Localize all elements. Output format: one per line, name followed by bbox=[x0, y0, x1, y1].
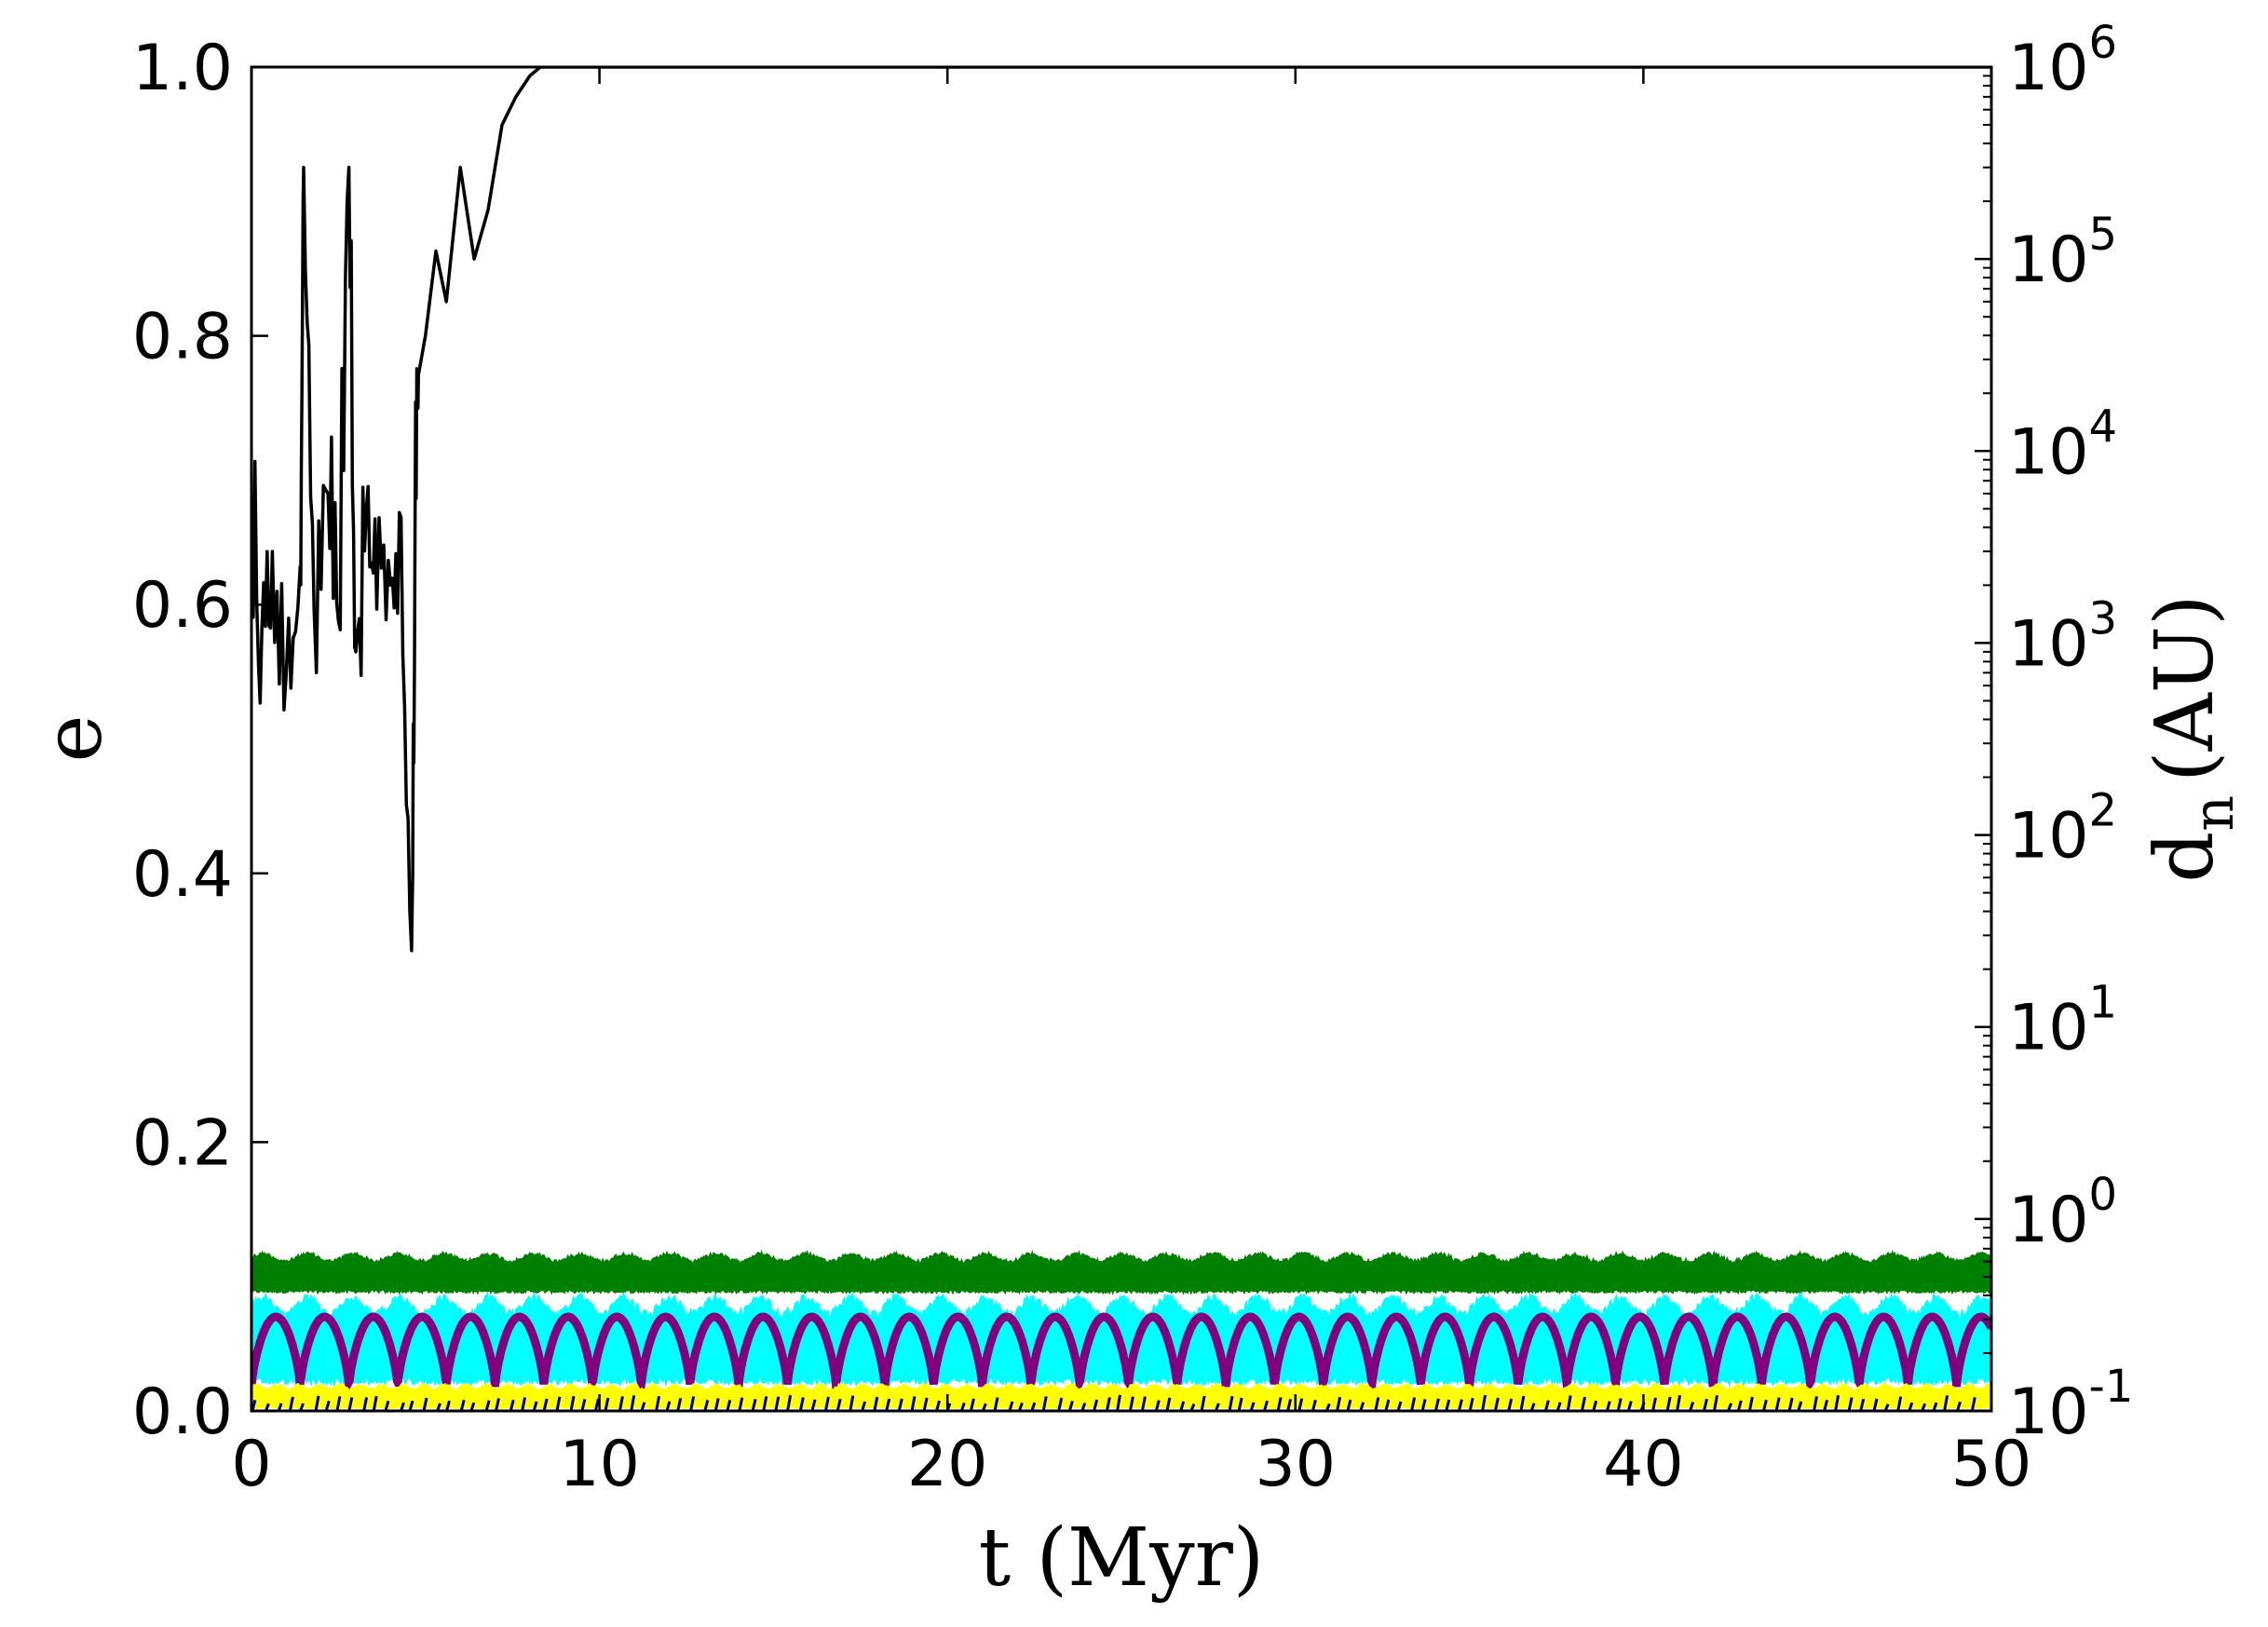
x-tick-label: 50 bbox=[1951, 1428, 2032, 1501]
x-tick-label: 10 bbox=[559, 1428, 640, 1501]
y-tick-label: 1.0 bbox=[132, 32, 233, 105]
x-tick-label: 20 bbox=[907, 1428, 988, 1501]
series-3-line bbox=[251, 1312, 1991, 1398]
y-tick-label: 0.4 bbox=[132, 838, 233, 912]
x-tick-label: 0 bbox=[231, 1428, 271, 1501]
ticks-layer bbox=[250, 65, 1993, 1413]
y2-tick-label: 106 bbox=[2008, 17, 2117, 105]
y2-tick-label: 10-1 bbox=[2008, 1361, 2133, 1449]
y-tick-label: 0.0 bbox=[132, 1376, 233, 1449]
y-tick-label: 0.6 bbox=[132, 569, 233, 643]
y2-tick-label: 104 bbox=[2008, 400, 2117, 489]
series-5-spikes bbox=[251, 1394, 1976, 1411]
series-4-band bbox=[251, 1382, 1991, 1410]
y2-axis-title-main: d bbox=[2139, 832, 2232, 883]
plot-frame bbox=[250, 65, 1993, 1413]
x-tick-label: 40 bbox=[1603, 1428, 1684, 1501]
y-tick-label: 0.8 bbox=[132, 301, 233, 374]
series-0-line bbox=[251, 67, 1991, 953]
tick-labels-layer: 0 10 20 30 40 50 0.0 0.2 0.4 0.6 0.8 1.0 10-1 100 101 1… bbox=[132, 17, 2134, 1501]
y2-axis-title: dn (AU) bbox=[2139, 594, 2247, 882]
series-layer bbox=[251, 67, 1991, 1411]
y-tick-label: 0.2 bbox=[132, 1106, 233, 1180]
x-tick-label: 30 bbox=[1256, 1428, 1337, 1501]
y-axis-title: e bbox=[27, 715, 120, 763]
y2-tick-label: 103 bbox=[2008, 592, 2117, 681]
y2-axis-title-sub: n bbox=[2181, 795, 2247, 832]
y2-tick-label: 100 bbox=[2008, 1169, 2117, 1257]
x-axis-title: t (Myr) bbox=[979, 1512, 1265, 1605]
y2-tick-label: 105 bbox=[2008, 209, 2117, 297]
series-1-band bbox=[251, 1249, 1991, 1295]
svg-text:dn(AU): dn (AU) bbox=[2139, 594, 2247, 882]
y2-tick-label: 101 bbox=[2008, 977, 2117, 1065]
y2-tick-label: 102 bbox=[2008, 785, 2117, 874]
y2-axis-title-unit: (AU) bbox=[2139, 594, 2232, 782]
